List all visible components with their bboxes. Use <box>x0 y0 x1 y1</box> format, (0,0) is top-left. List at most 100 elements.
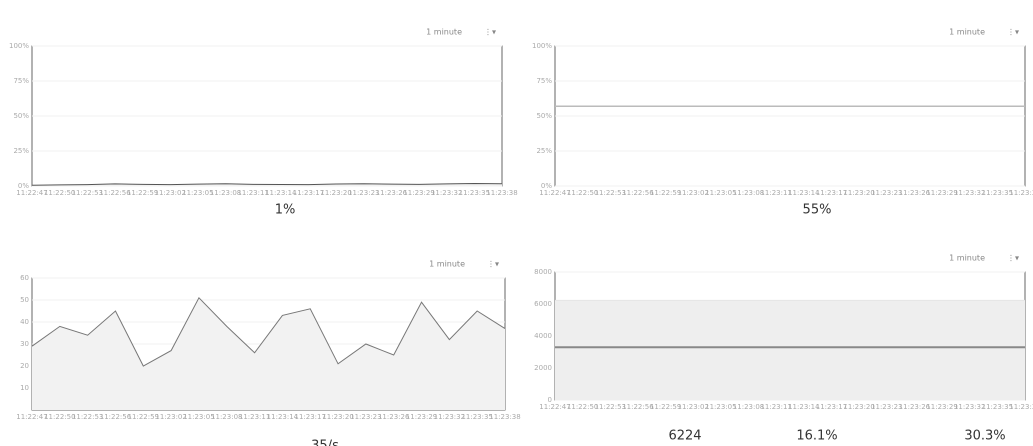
menu-button[interactable]: ⋮▾ <box>1007 254 1019 263</box>
menu-button[interactable]: ⋮▾ <box>487 260 499 269</box>
x-tick-label: 11:23:38 <box>1009 403 1033 411</box>
x-tick-label: 11:22:56 <box>622 403 654 411</box>
x-tick-label: 11:23:05 <box>705 189 736 197</box>
x-tick-label: 11:23:26 <box>378 413 410 421</box>
y-tick-label: 60 <box>20 274 29 282</box>
x-tick-label: 11:22:56 <box>99 189 131 197</box>
x-tick-label: 11:23:32 <box>954 403 985 411</box>
y-tick-label: 100% <box>532 42 552 50</box>
menu-button[interactable]: ⋮▾ <box>1007 28 1019 37</box>
x-tick-label: 11:23:32 <box>431 189 462 197</box>
x-tick-label: 11:23:05 <box>705 403 736 411</box>
summary-value: 16.1% <box>796 429 837 444</box>
x-tick-label: 11:23:23 <box>871 189 902 197</box>
x-tick-label: 11:23:02 <box>678 189 709 197</box>
x-tick-label: 11:22:47 <box>16 413 47 421</box>
x-tick-label: 11:23:17 <box>816 189 847 197</box>
x-tick-label: 11:22:47 <box>539 189 570 197</box>
x-tick-label: 11:22:59 <box>128 413 159 421</box>
x-tick-label: 11:23:29 <box>926 189 957 197</box>
x-tick-label: 11:22:56 <box>100 413 132 421</box>
area <box>32 297 505 410</box>
y-tick-label: 20 <box>20 362 29 370</box>
x-tick-label: 11:23:14 <box>265 189 297 197</box>
y-tick-label: 50% <box>536 112 552 120</box>
x-tick-label: 11:23:08 <box>733 189 764 197</box>
x-tick-label: 11:22:50 <box>567 189 598 197</box>
y-tick-label: 10 <box>20 384 29 392</box>
interval-dropdown[interactable]: 1 minute <box>949 254 985 263</box>
x-tick-label: 11:23:11 <box>239 413 270 421</box>
x-tick-label: 11:23:26 <box>899 403 931 411</box>
x-tick-label: 11:22:53 <box>72 413 103 421</box>
x-tick-label: 11:22:56 <box>622 189 654 197</box>
x-tick-label: 11:23:23 <box>871 403 902 411</box>
x-tick-label: 11:23:35 <box>461 413 492 421</box>
x-tick-label: 11:22:47 <box>16 189 47 197</box>
x-tick-label: 11:23:35 <box>982 403 1013 411</box>
summary-value: 35/s <box>311 439 339 446</box>
y-tick-label: 0 <box>548 396 552 404</box>
x-tick-label: 11:23:38 <box>486 189 517 197</box>
y-tick-label: 0% <box>18 182 29 190</box>
x-tick-label: 11:23:29 <box>403 189 434 197</box>
summary-value: 6224 <box>668 429 701 444</box>
summary-value: 55% <box>803 203 832 218</box>
x-tick-label: 11:23:29 <box>406 413 437 421</box>
x-tick-label: 11:23:11 <box>760 189 791 197</box>
x-tick-label: 11:23:38 <box>489 413 520 421</box>
y-tick-label: 8000 <box>534 268 552 276</box>
x-tick-label: 11:23:20 <box>320 189 351 197</box>
x-tick-label: 11:23:38 <box>1009 189 1033 197</box>
x-tick-label: 11:23:26 <box>899 189 931 197</box>
x-tick-label: 11:22:53 <box>72 189 103 197</box>
area <box>555 300 1025 400</box>
y-tick-label: 50% <box>13 112 29 120</box>
y-tick-label: 50 <box>20 296 29 304</box>
menu-button[interactable]: ⋮▾ <box>484 28 496 37</box>
x-tick-label: 11:23:08 <box>211 413 242 421</box>
line <box>31 296 506 367</box>
x-tick-label: 11:23:23 <box>348 189 379 197</box>
x-tick-label: 11:22:59 <box>127 189 158 197</box>
x-tick-label: 11:23:35 <box>459 189 490 197</box>
x-tick-label: 11:23:32 <box>434 413 465 421</box>
interval-dropdown[interactable]: 1 minute <box>429 260 465 269</box>
y-tick-label: 25% <box>536 147 552 155</box>
y-tick-label: 100% <box>9 42 29 50</box>
x-tick-label: 11:23:14 <box>788 403 820 411</box>
x-tick-label: 11:22:59 <box>650 403 681 411</box>
x-tick-label: 11:23:29 <box>926 403 957 411</box>
y-tick-label: 4000 <box>534 332 552 340</box>
x-tick-label: 11:23:11 <box>760 403 791 411</box>
y-tick-label: 75% <box>536 77 552 85</box>
line <box>31 182 503 186</box>
x-tick-label: 11:22:53 <box>595 403 626 411</box>
y-tick-label: 75% <box>13 77 29 85</box>
x-tick-label: 11:23:20 <box>843 189 874 197</box>
x-tick-label: 11:23:26 <box>376 189 408 197</box>
x-tick-label: 11:22:50 <box>567 403 598 411</box>
x-tick-label: 11:23:32 <box>954 189 985 197</box>
x-tick-label: 11:23:17 <box>293 189 324 197</box>
interval-dropdown[interactable]: 1 minute <box>949 28 985 37</box>
x-tick-label: 11:22:47 <box>539 403 570 411</box>
x-tick-label: 11:23:17 <box>295 413 326 421</box>
y-tick-label: 30 <box>20 340 29 348</box>
x-tick-label: 11:23:23 <box>350 413 381 421</box>
interval-dropdown[interactable]: 1 minute <box>426 28 462 37</box>
summary-value: 1% <box>275 203 296 218</box>
x-tick-label: 11:23:02 <box>155 413 186 421</box>
x-tick-label: 11:23:14 <box>788 189 820 197</box>
x-tick-label: 11:22:50 <box>44 189 75 197</box>
x-tick-label: 11:23:11 <box>237 189 268 197</box>
y-tick-label: 25% <box>13 147 29 155</box>
x-tick-label: 11:23:02 <box>155 189 186 197</box>
y-tick-label: 0% <box>541 182 552 190</box>
x-tick-label: 11:22:59 <box>650 189 681 197</box>
y-tick-label: 2000 <box>534 364 552 372</box>
x-tick-label: 11:23:05 <box>182 189 213 197</box>
x-tick-label: 11:23:08 <box>210 189 241 197</box>
x-tick-label: 11:23:08 <box>733 403 764 411</box>
